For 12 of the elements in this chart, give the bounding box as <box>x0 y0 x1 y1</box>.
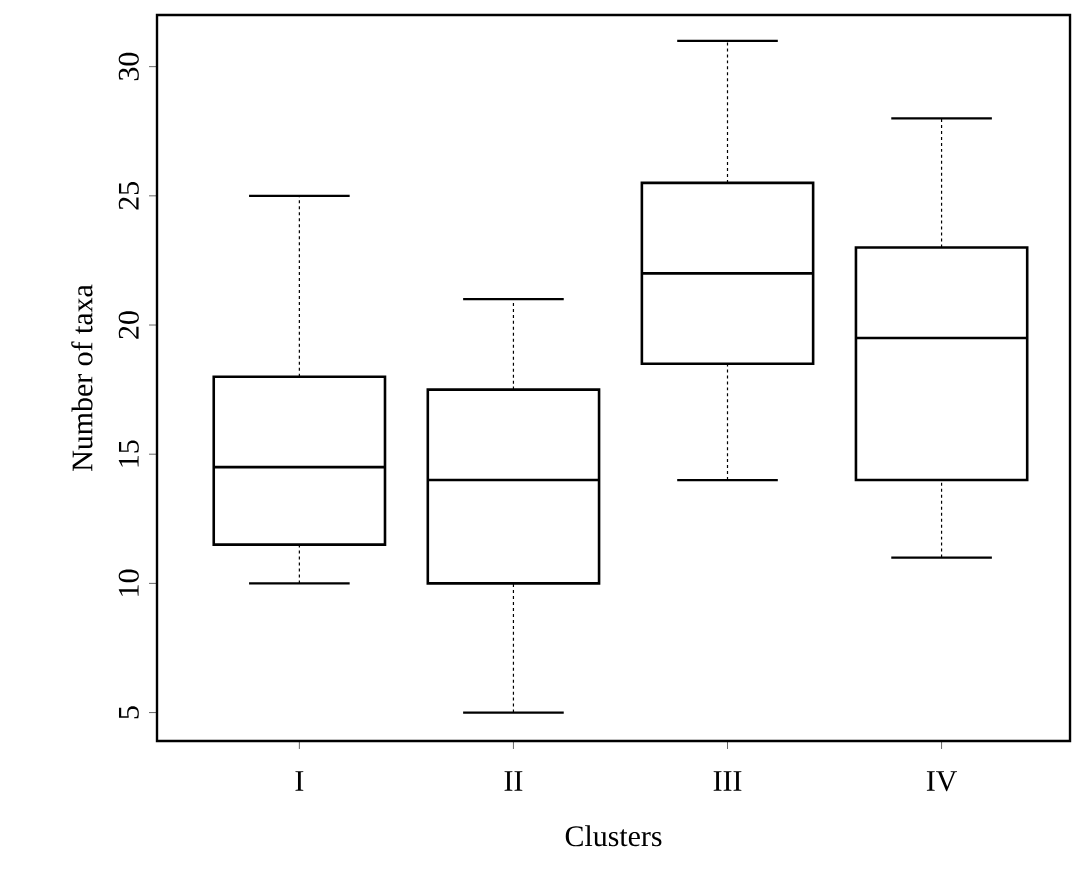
x-axis-title: Clusters <box>565 825 662 847</box>
y-tick-label: 15 <box>118 440 139 467</box>
y-axis-title: Number of taxa <box>71 284 93 471</box>
y-tick-label: 25 <box>118 182 139 210</box>
x-tick-label: IV <box>926 771 958 792</box>
y-tick-label: 30 <box>118 52 139 81</box>
x-tick-label: III <box>713 771 742 791</box>
x-tick-label: I <box>295 771 304 791</box>
x-tick-label: II <box>504 771 523 791</box>
y-tick-label: 20 <box>118 311 139 339</box>
y-tick-label: 5 <box>118 706 139 719</box>
y-tick-label: 10 <box>118 569 139 596</box>
